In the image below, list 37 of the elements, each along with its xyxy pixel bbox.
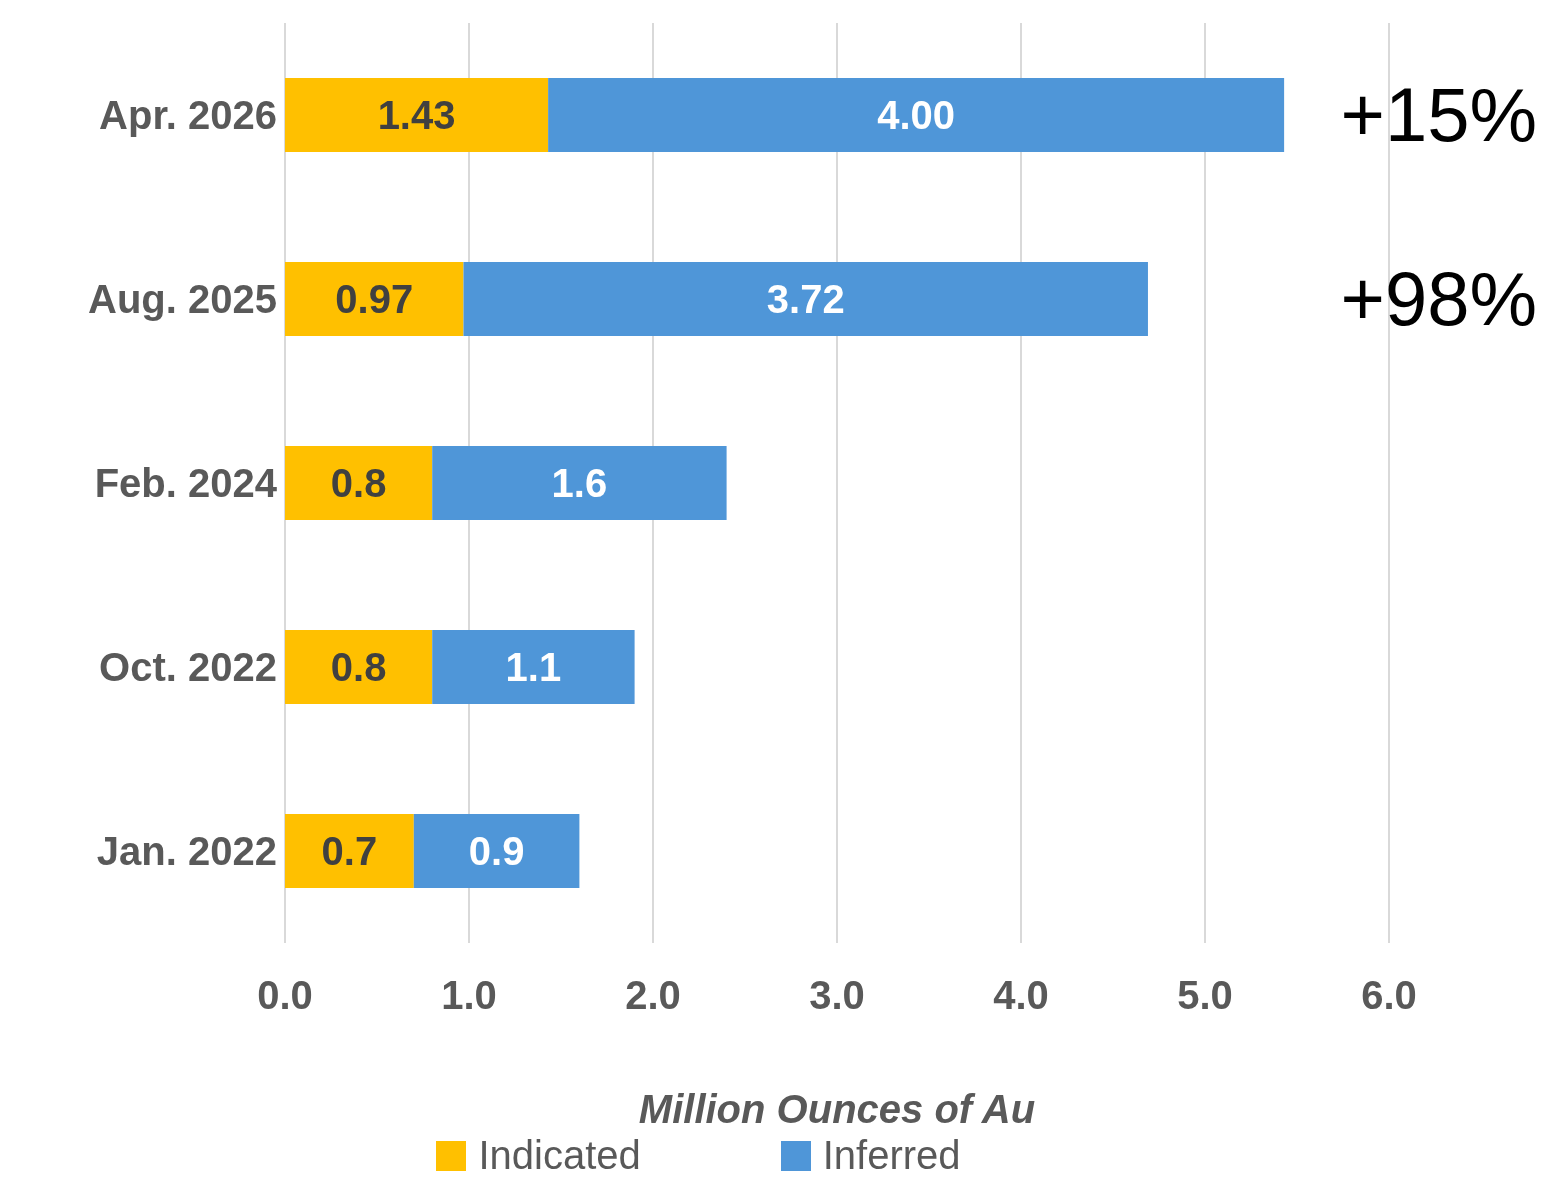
text: 0.9: [468, 829, 525, 873]
bar: [285, 262, 464, 336]
text: 1.1: [505, 645, 562, 689]
bar: [285, 446, 433, 520]
bar: [285, 814, 414, 888]
x-tick-label: 3.0: [809, 973, 865, 1018]
text: 0.7: [321, 829, 378, 873]
text: 1.6: [551, 461, 608, 505]
text: 4.00: [877, 93, 956, 137]
x-tick-label: 0.0: [257, 973, 313, 1018]
annotation: +15%: [1340, 71, 1537, 159]
bar: [463, 262, 1148, 336]
bar: [285, 630, 433, 704]
x-tick-label: 1.0: [441, 973, 497, 1018]
y-tick-label: Jan. 2022: [96, 829, 277, 874]
text: 3.72: [766, 277, 845, 321]
bar: [285, 78, 549, 152]
bar: [432, 446, 727, 520]
bar: [413, 814, 580, 888]
x-axis-title: Million Ounces of Au: [638, 1087, 1036, 1131]
bar: [548, 78, 1285, 152]
text: 0.8: [330, 461, 387, 505]
text: 0.97: [335, 277, 414, 321]
x-tick-label: 2.0: [625, 973, 681, 1018]
bar: [432, 630, 635, 704]
annotation: +98%: [1340, 255, 1537, 343]
text: 1.43: [377, 93, 456, 137]
x-tick-label: 5.0: [1177, 973, 1233, 1018]
legend-label: Indicated: [477, 1133, 641, 1178]
y-tick-label: Feb. 2024: [94, 461, 278, 506]
y-tick-label: Oct. 2022: [99, 645, 277, 690]
x-tick-label: 4.0: [993, 973, 1049, 1018]
x-tick-label: 6.0: [1361, 973, 1417, 1018]
y-tick-label: Aug. 2025: [88, 277, 277, 322]
y-tick-label: Apr. 2026: [99, 93, 277, 138]
text: 0.8: [330, 645, 387, 689]
legend-label: Inferred: [821, 1133, 961, 1178]
